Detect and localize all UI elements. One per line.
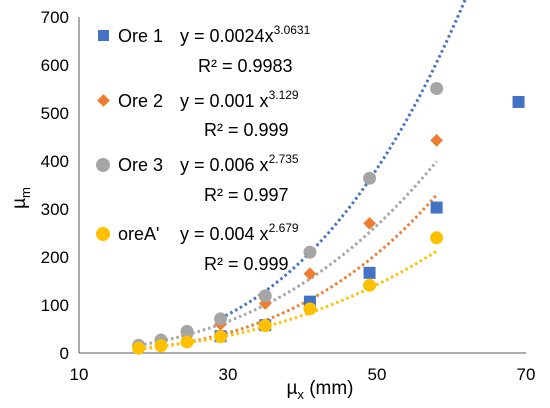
data-point bbox=[303, 245, 317, 259]
data-point bbox=[363, 278, 377, 292]
r2-ore2: R² = 0.999 bbox=[204, 120, 289, 140]
y-tick-label: 100 bbox=[41, 296, 69, 315]
x-tick-label: 70 bbox=[517, 365, 536, 384]
legend-marker-ore3 bbox=[96, 158, 110, 172]
data-point bbox=[430, 133, 443, 147]
data-point bbox=[303, 267, 317, 281]
x-tick-label: 10 bbox=[70, 365, 89, 384]
data-point bbox=[303, 302, 317, 316]
y-tick-label: 700 bbox=[41, 8, 69, 27]
y-tick-label: 0 bbox=[60, 344, 69, 363]
data-point bbox=[430, 82, 444, 96]
legend-marker-ore1 bbox=[98, 30, 109, 41]
data-point bbox=[258, 319, 272, 333]
legend: Ore 1 y = 0.0024x3.0631 R² = 0.9983 Ore … bbox=[96, 23, 311, 274]
y-axis-label: µm bbox=[9, 187, 33, 209]
data-point bbox=[180, 324, 194, 338]
equation-exp-orea: 2.679 bbox=[269, 221, 299, 235]
data-point bbox=[430, 201, 443, 214]
y-axis-label-sub: m bbox=[18, 187, 33, 198]
legend-label-orea: oreA' bbox=[118, 224, 159, 244]
data-point bbox=[363, 266, 376, 279]
data-point bbox=[214, 312, 228, 326]
x-tick-label: 50 bbox=[368, 365, 387, 384]
equation-exp-ore1: 3.0631 bbox=[274, 23, 311, 37]
legend-marker-orea bbox=[96, 227, 110, 241]
data-point bbox=[154, 339, 168, 353]
legend-entry-ore3: Ore 3 y = 0.006 x2.735 R² = 0.997 bbox=[96, 152, 299, 205]
legend-label-ore1: Ore 1 bbox=[118, 26, 163, 46]
data-point bbox=[180, 335, 194, 349]
data-point bbox=[512, 95, 525, 108]
equation-orea: y = 0.004 x2.679 bbox=[180, 221, 299, 244]
y-tick-labels: 0 100 200 300 400 500 600 700 bbox=[41, 8, 69, 363]
data-points bbox=[132, 82, 525, 355]
y-tick-label: 500 bbox=[41, 104, 69, 123]
legend-label-ore2: Ore 2 bbox=[118, 91, 163, 111]
equation-exp-ore3: 2.735 bbox=[269, 152, 299, 166]
x-tick-labels: 10 30 50 70 bbox=[70, 365, 536, 384]
data-point bbox=[363, 217, 376, 230]
equation-ore2: y = 0.001 x3.129 bbox=[180, 88, 299, 111]
y-tick-label: 300 bbox=[41, 200, 69, 219]
r2-ore3: R² = 0.997 bbox=[204, 185, 289, 205]
data-point bbox=[363, 171, 377, 185]
r2-ore1: R² = 0.9983 bbox=[198, 56, 293, 76]
data-point bbox=[258, 289, 272, 303]
data-point bbox=[132, 341, 146, 355]
x-axis-label: µx (mm) bbox=[286, 378, 353, 402]
x-axis-label-sub: x bbox=[297, 387, 304, 402]
axes bbox=[78, 17, 526, 354]
data-point bbox=[430, 231, 444, 245]
y-tick-label: 600 bbox=[41, 56, 69, 75]
data-point bbox=[214, 330, 228, 344]
y-tick-label: 200 bbox=[41, 248, 69, 267]
equation-exp-ore2: 3.129 bbox=[269, 88, 299, 102]
r2-orea: R² = 0.999 bbox=[204, 254, 289, 274]
equation-ore3: y = 0.006 x2.735 bbox=[180, 152, 299, 175]
y-tick-label: 400 bbox=[41, 152, 69, 171]
legend-entry-ore1: Ore 1 y = 0.0024x3.0631 R² = 0.9983 bbox=[98, 23, 311, 76]
legend-label-ore3: Ore 3 bbox=[118, 155, 163, 175]
equation-ore1: y = 0.0024x3.0631 bbox=[180, 23, 311, 46]
x-tick-label: 30 bbox=[219, 365, 238, 384]
x-axis-label-unit: (mm) bbox=[304, 378, 354, 399]
legend-entry-orea: oreA' y = 0.004 x2.679 R² = 0.999 bbox=[96, 221, 299, 274]
